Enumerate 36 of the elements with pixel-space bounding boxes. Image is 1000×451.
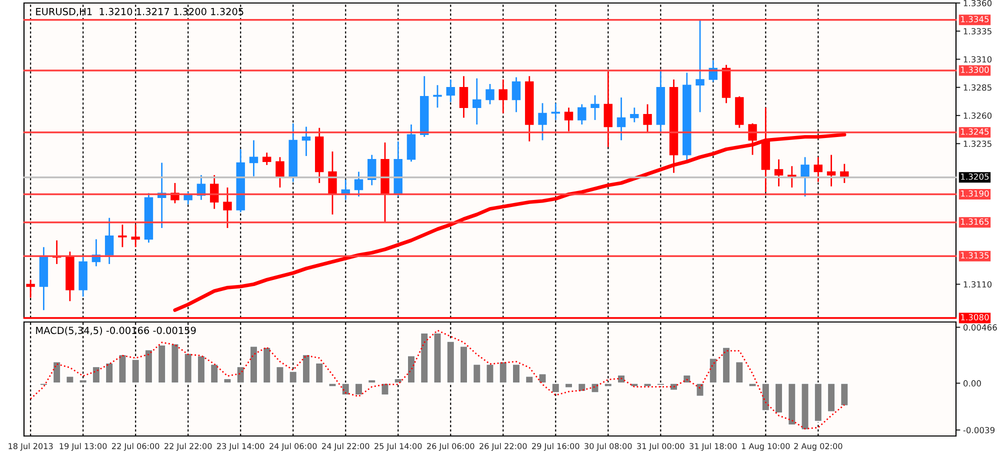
y-tick-label: 0.00 bbox=[963, 380, 981, 386]
ref-line-label: 1.3245 bbox=[961, 128, 989, 135]
chart-title: EURUSD,H1 1.3210 1.3217 1.3200 1.3205 bbox=[36, 8, 244, 16]
x-tick-label: 2 Aug 02:00 bbox=[794, 443, 842, 451]
x-tick-label: 26 Jul 06:00 bbox=[427, 442, 474, 451]
ref-line-label: 1.3135 bbox=[961, 252, 989, 259]
ref-line-label: 1.3080 bbox=[961, 314, 989, 320]
ref-line-label: 1.3300 bbox=[961, 66, 989, 73]
ref-line-label: 1.3205 bbox=[961, 173, 989, 180]
x-tick-label: 31 Jul 00:00 bbox=[637, 442, 684, 451]
ref-line-label: 1.3165 bbox=[961, 218, 989, 225]
x-tick-label: 23 Jul 14:00 bbox=[217, 442, 264, 451]
x-tick-label: 22 Jul 22:00 bbox=[164, 442, 212, 451]
x-tick-label: 31 Jul 18:00 bbox=[690, 442, 737, 451]
y-tick-label: 1.3260 bbox=[964, 112, 992, 119]
chart-title: MACD(5,34,5) -0.00166 -0.00159 bbox=[36, 326, 196, 336]
y-tick-label: 1.3310 bbox=[964, 56, 992, 63]
x-tick-label: 1 Aug 10:00 bbox=[742, 443, 790, 451]
y-tick-label: 1.3335 bbox=[964, 28, 992, 34]
y-tick-label: -0.0039 bbox=[963, 426, 995, 434]
y-tick-label: 1.3235 bbox=[964, 140, 992, 147]
ref-line-label: 1.3190 bbox=[961, 190, 989, 197]
x-tick-label: 29 Jul 16:00 bbox=[532, 442, 580, 451]
x-tick-label: 24 Jul 06:00 bbox=[270, 442, 317, 451]
y-tick-label: 1.3360 bbox=[964, 0, 992, 6]
y-tick-label: 0.00466 bbox=[963, 324, 997, 331]
x-tick-label: 30 Jul 08:00 bbox=[584, 442, 632, 451]
x-tick-label: 22 Jul 06:00 bbox=[112, 442, 160, 451]
y-tick-label: 1.3110 bbox=[964, 281, 992, 288]
x-tick-label: 19 Jul 13:00 bbox=[60, 442, 107, 451]
x-tick-label: 18 Jul 2013 bbox=[8, 442, 53, 451]
x-tick-label: 24 Jul 22:00 bbox=[322, 442, 370, 451]
x-tick-label: 25 Jul 14:00 bbox=[374, 442, 422, 451]
x-tick-label: 26 Jul 22:00 bbox=[480, 442, 527, 451]
y-tick-label: 1.3285 bbox=[964, 84, 992, 91]
ref-line-label: 1.3345 bbox=[961, 16, 989, 22]
